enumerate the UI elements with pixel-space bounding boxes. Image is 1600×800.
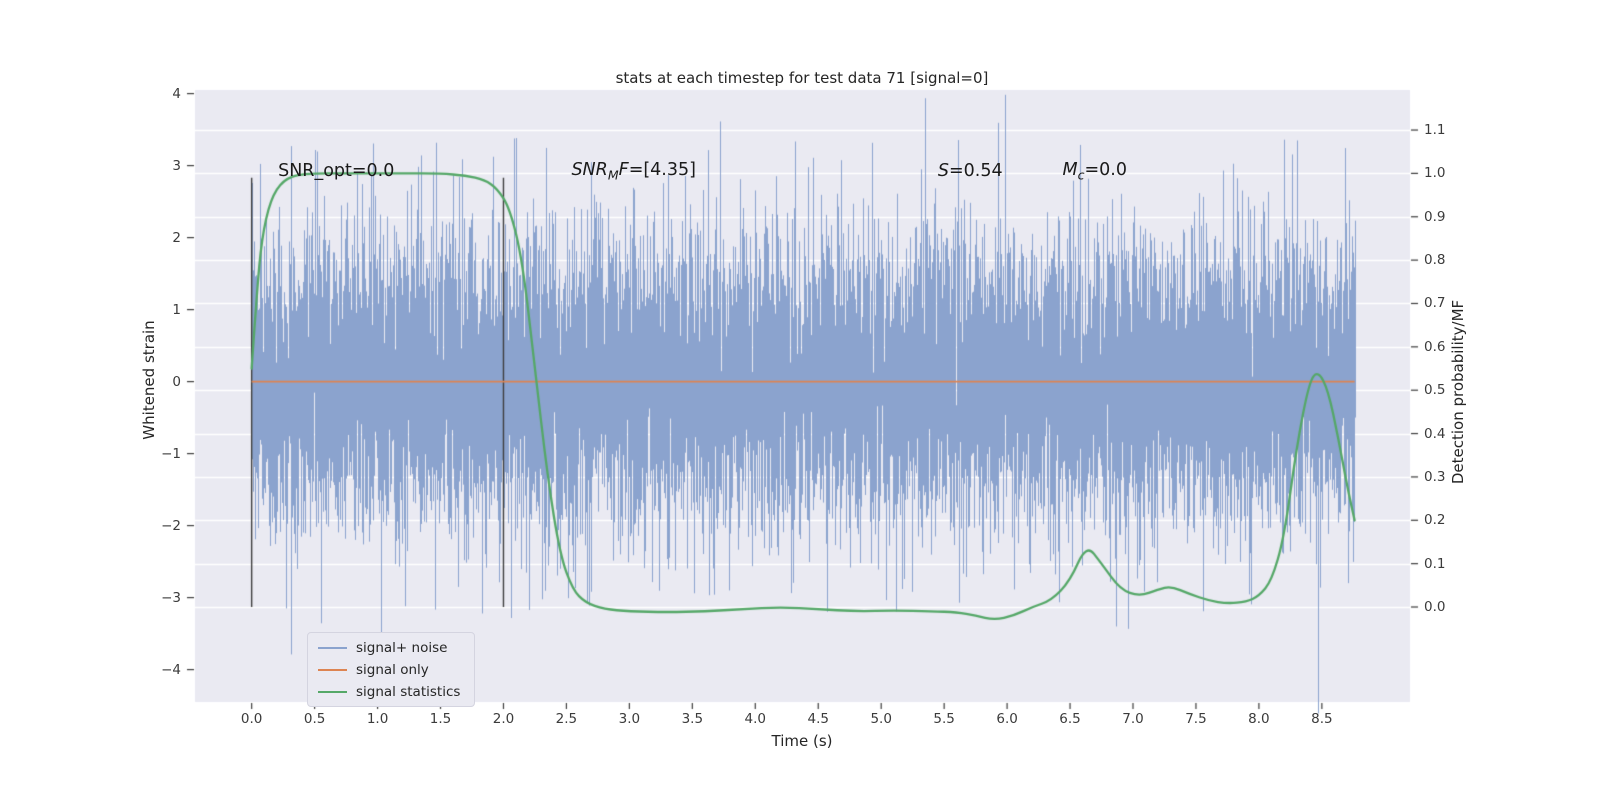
x-tick-label: 4.0: [744, 711, 767, 727]
y-left-tick-label: 0: [172, 373, 181, 390]
y-axis-label-right: Detection probability/MF: [1449, 299, 1467, 485]
y-right-tick-label: 1.1: [1424, 122, 1446, 139]
y-right-tick-label: 0.9: [1424, 208, 1446, 225]
x-axis-label: Time (s): [771, 732, 833, 750]
y-left-tick-label: 4: [172, 85, 181, 102]
y-left-tick-label: 3: [172, 157, 181, 174]
x-tick-label: 5.5: [933, 711, 955, 727]
y-right-tick-label: 1.0: [1424, 165, 1446, 182]
y-right-tick-label: 0.4: [1424, 425, 1446, 442]
y-left-tick-label: 1: [172, 301, 181, 318]
x-tick-label: 1.0: [366, 711, 389, 727]
y-right-tick-label: 0.1: [1424, 555, 1446, 572]
x-tick-label: 3.5: [681, 711, 704, 727]
x-tick-label: 2.5: [555, 711, 578, 727]
annotation-snr-opt: SNR_opt=0.0: [278, 161, 395, 182]
x-tick-label: 1.5: [429, 711, 452, 727]
y-axis-label-left: Whitened strain: [140, 320, 158, 440]
y-left-tick-label: 2: [172, 229, 181, 246]
x-tick-label: 2.0: [492, 711, 515, 727]
x-tick-label: 6.0: [996, 711, 1018, 727]
legend-label: signal+ noise: [356, 639, 448, 656]
annotation-snr-mf: SNRMF=[4.35]: [571, 160, 696, 183]
legend-item: signal+ noise: [318, 639, 460, 656]
x-tick-label: 8.0: [1248, 711, 1270, 727]
y-right-tick-label: 0.8: [1424, 252, 1446, 269]
annotation-s-stat: S=0.54: [937, 161, 1003, 182]
y-right-tick-label: 0.7: [1424, 295, 1446, 312]
x-tick-label: 6.5: [1059, 711, 1081, 727]
x-tick-label: 0.5: [303, 711, 326, 727]
x-tick-label: 0.0: [240, 711, 263, 727]
x-tick-label: 7.5: [1185, 711, 1207, 727]
legend-label: signal only: [356, 661, 429, 678]
y-left-tick-label: −1: [161, 445, 181, 462]
legend-line-swatch: [318, 668, 347, 671]
y-right-tick-label: 0.3: [1424, 468, 1446, 485]
y-left-tick-label: −2: [161, 517, 181, 534]
legend-label: signal statistics: [356, 683, 461, 700]
x-tick-label: 7.0: [1122, 711, 1144, 727]
chart-title: stats at each timestep for test data 71 …: [615, 69, 989, 87]
x-tick-label: 3.0: [618, 711, 641, 727]
annotation-m-chirp: Mc=0.0: [1062, 160, 1127, 183]
x-tick-label: 4.5: [807, 711, 829, 727]
legend-line-swatch: [318, 690, 347, 693]
y-right-tick-label: 0.5: [1424, 382, 1446, 399]
y-right-tick-label: 0.0: [1424, 599, 1446, 615]
legend: signal+ noise signal only signal statistic…: [307, 632, 476, 707]
y-left-tick-label: −3: [161, 589, 181, 606]
y-right-tick-label: 0.6: [1424, 338, 1446, 355]
y-left-tick-label: −4: [161, 661, 181, 678]
y-right-tick-label: 0.2: [1424, 512, 1446, 529]
x-tick-label: 5.0: [870, 711, 892, 727]
legend-item: signal statistics: [318, 683, 460, 700]
legend-line-swatch: [318, 646, 347, 649]
legend-item: signal only: [318, 661, 460, 678]
x-tick-label: 8.5: [1311, 711, 1333, 727]
